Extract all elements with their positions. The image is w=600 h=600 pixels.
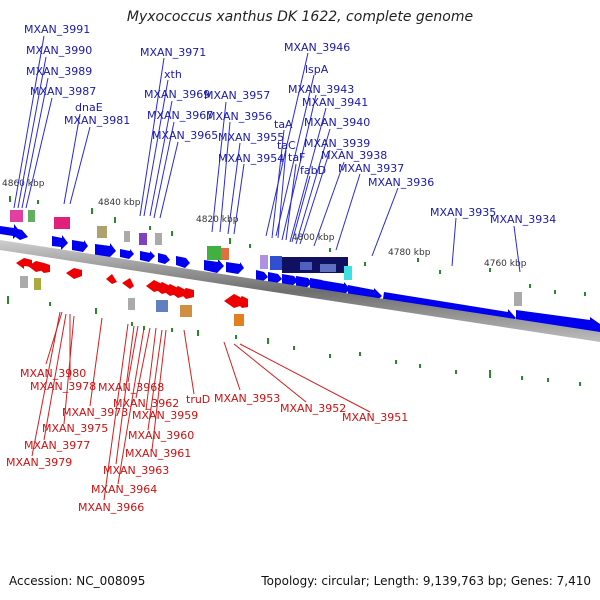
gene-label: fabD xyxy=(300,164,326,177)
gene-label: MXAN_3959 xyxy=(132,409,198,422)
gene-label: MXAN_3979 xyxy=(6,456,72,469)
gene-label: MXAN_3969 xyxy=(144,88,210,101)
gene-label: MXAN_3960 xyxy=(128,429,194,442)
scale-label: 4780 kbp xyxy=(388,248,431,258)
scale-labels: 4860 kbp 4840 kbp 4820 kbp 4800 kbp 4780… xyxy=(2,179,527,269)
genome-backbone xyxy=(0,240,600,342)
map-title: Myxococcus xanthus DK 1622, complete gen… xyxy=(126,9,474,25)
gene-label: MXAN_3977 xyxy=(24,439,90,452)
bottom-leader-lines xyxy=(31,311,371,501)
gene-label: MXAN_3954 xyxy=(218,152,284,165)
scale-label: 4760 kbp xyxy=(484,259,527,269)
top-gene-labels: MXAN_3991 MXAN_3990 MXAN_3989 MXAN_3987 … xyxy=(24,23,556,226)
gene-label: MXAN_3936 xyxy=(368,176,434,189)
gene-label: MXAN_3962 xyxy=(113,397,179,410)
gene-label: taA xyxy=(274,118,293,131)
feature-boxes-lower xyxy=(20,276,244,326)
gene-label: MXAN_3990 xyxy=(26,44,92,57)
gene-label: MXAN_3965 xyxy=(152,129,218,142)
gene-label: MXAN_3980 xyxy=(20,367,86,380)
scale-label: 4820 kbp xyxy=(196,215,239,225)
gene-label: MXAN_3967 xyxy=(147,109,213,122)
accession-text: Accession: NC_008095 xyxy=(9,574,146,588)
gene-label: MXAN_3937 xyxy=(338,162,404,175)
genome-stats-text: Topology: circular; Length: 9,139,763 bp… xyxy=(261,574,591,588)
gene-label: MXAN_3991 xyxy=(24,23,90,36)
scale-label: 4840 kbp xyxy=(98,198,141,208)
gene-label: MXAN_3957 xyxy=(204,89,270,102)
gene-label: MXAN_3943 xyxy=(288,83,354,96)
gene-label: taF xyxy=(288,151,305,164)
scale-label: 4800 kbp xyxy=(292,233,335,243)
bottom-gene-labels: MXAN_3980 MXAN_3978 MXAN_3973 MXAN_3975 … xyxy=(6,367,408,514)
gene-label: MXAN_3935 xyxy=(430,206,496,219)
gene-label: MXAN_3939 xyxy=(304,137,370,150)
scale-label: 4860 kbp xyxy=(2,179,45,189)
gene-label: MXAN_3941 xyxy=(302,96,368,109)
gene-label: MXAN_3987 xyxy=(30,85,96,98)
gene-label: MXAN_3963 xyxy=(103,464,169,477)
footer: Accession: NC_008095 Topology: circular;… xyxy=(0,574,600,590)
gene-label: MXAN_3938 xyxy=(321,149,387,162)
gene-label: MXAN_3989 xyxy=(26,65,92,78)
gene-label: lspA xyxy=(305,63,329,76)
gene-label: MXAN_3981 xyxy=(64,114,130,127)
gene-label: MXAN_3964 xyxy=(91,483,157,496)
gene-label: MXAN_3940 xyxy=(304,116,370,129)
gene-label: dnaE xyxy=(75,101,103,114)
gene-label: MXAN_3952 xyxy=(280,402,346,415)
top-leader-lines xyxy=(13,35,521,273)
gene-label: MXAN_3946 xyxy=(284,41,350,54)
gene-label: taC xyxy=(277,139,296,152)
gene-label: MXAN_3973 xyxy=(62,406,128,419)
gene-label: MXAN_3978 xyxy=(30,380,96,393)
outer-tick-ring-lower xyxy=(7,296,581,386)
gene-label: MXAN_3934 xyxy=(490,213,556,226)
gene-label: MXAN_3966 xyxy=(78,501,144,514)
gene-label: MXAN_3956 xyxy=(206,110,272,123)
gene-label: MXAN_3951 xyxy=(342,411,408,424)
gene-label: MXAN_3968 xyxy=(98,381,164,394)
feature-boxes-upper xyxy=(10,210,522,306)
gene-label: MXAN_3955 xyxy=(218,131,284,144)
gene-label: xth xyxy=(164,68,182,81)
outer-tick-ring-upper xyxy=(9,196,586,296)
gene-label: MXAN_3961 xyxy=(125,447,191,460)
gene-label: MXAN_3975 xyxy=(42,422,108,435)
gene-label: truD xyxy=(186,393,210,406)
reverse-genes xyxy=(16,258,248,308)
gene-label: MXAN_3971 xyxy=(140,46,206,59)
gene-label: MXAN_3953 xyxy=(214,392,280,405)
